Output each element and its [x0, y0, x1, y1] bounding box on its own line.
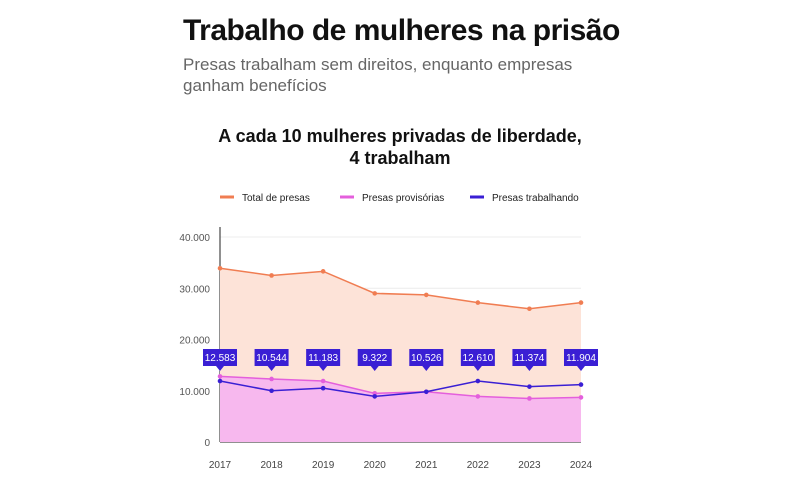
y-tick-label: 0: [204, 438, 210, 449]
annotation-pointer: [525, 366, 534, 371]
annotation-pointer: [577, 366, 585, 371]
annotation-label: 9.322: [362, 353, 387, 364]
annotation-label: 12.610: [463, 353, 494, 364]
annotation-label: 10.544: [256, 353, 287, 364]
x-tick-label: 2019: [312, 460, 335, 471]
annotation-box: [203, 349, 237, 366]
annotation-pointer: [473, 366, 482, 371]
point-presas-provisorias: [217, 374, 223, 379]
annotation-box: [512, 349, 547, 366]
line-presas-trabalhando: [219, 380, 582, 398]
annotation-label: 11.374: [515, 353, 545, 364]
line-total-de-presas: [219, 267, 582, 310]
x-tick-label: 2022: [467, 460, 490, 471]
point-presas-provisorias: [527, 396, 532, 401]
point-presas-trabalhando: [527, 384, 532, 389]
point-presas-trabalhando: [269, 388, 274, 394]
point-presas-trabalhando: [320, 385, 326, 391]
point-total-de-presas: [217, 265, 223, 271]
chart-title-line-1: A cada 10 mulheres privadas de liberdade…: [218, 126, 582, 146]
point-total-de-presas: [320, 269, 326, 274]
annotation-label: 11.183: [308, 353, 338, 364]
y-tick-label: 20.000: [179, 336, 210, 347]
x-tick-label: 2024: [570, 460, 593, 471]
point-presas-provisorias: [475, 394, 481, 399]
annotation-box: [409, 349, 444, 366]
y-tick-label: 10.000: [179, 387, 210, 398]
annotation-label: 10.526: [411, 353, 442, 364]
y-tick-label: 40.000: [179, 233, 210, 244]
annotation-pointer: [422, 366, 431, 371]
x-tick-label: 2017: [209, 460, 232, 471]
point-total-de-presas: [527, 306, 532, 312]
annotation-box: [357, 349, 392, 366]
point-presas-provisorias: [578, 395, 584, 400]
point-presas-trabalhando: [423, 389, 429, 395]
x-tick-label: 2018: [260, 460, 283, 471]
annotation-pointer: [370, 366, 379, 371]
point-presas-trabalhando: [475, 378, 481, 384]
point-presas-provisorias: [320, 378, 326, 384]
point-total-de-presas: [475, 300, 481, 305]
point-total-de-presas: [423, 292, 429, 298]
legend-label: Presas trabalhando: [492, 193, 579, 204]
chart-title: A cada 10 mulheres privadas de liberdade…: [150, 125, 650, 169]
x-tick-label: 2023: [518, 460, 541, 471]
page-subtitle: Presas trabalham sem direitos, enquanto …: [183, 55, 573, 95]
x-tick-label: 2020: [364, 460, 387, 471]
page-title: Trabalho de mulheres na prisão: [183, 14, 620, 47]
annotation-box: [460, 349, 495, 366]
annotation-box: [306, 349, 341, 366]
legend-label: Total de presas: [242, 193, 310, 204]
point-presas-trabalhando: [372, 394, 378, 399]
annotation-pointer: [267, 366, 276, 371]
annotation-pointer: [216, 366, 224, 371]
line-presas-provisorias: [219, 375, 582, 400]
y-tick-label: 30.000: [179, 284, 210, 295]
annotation-label: 12.583: [205, 353, 236, 364]
chart-title-line-2: 4 trabalham: [349, 148, 451, 168]
area-presas-provisorias: [220, 376, 581, 442]
point-presas-provisorias: [269, 376, 274, 382]
point-total-de-presas: [372, 291, 378, 296]
annotation-label: 11.904: [566, 353, 596, 364]
annotation-box: [564, 349, 598, 366]
annotation-box: [254, 349, 289, 366]
point-total-de-presas: [578, 300, 584, 305]
x-tick-label: 2021: [415, 460, 438, 471]
point-total-de-presas: [269, 273, 274, 278]
annotation-pointer: [319, 366, 328, 371]
point-presas-trabalhando: [578, 382, 584, 387]
point-presas-trabalhando: [217, 378, 223, 384]
legend-label: Presas provisórias: [362, 193, 444, 204]
